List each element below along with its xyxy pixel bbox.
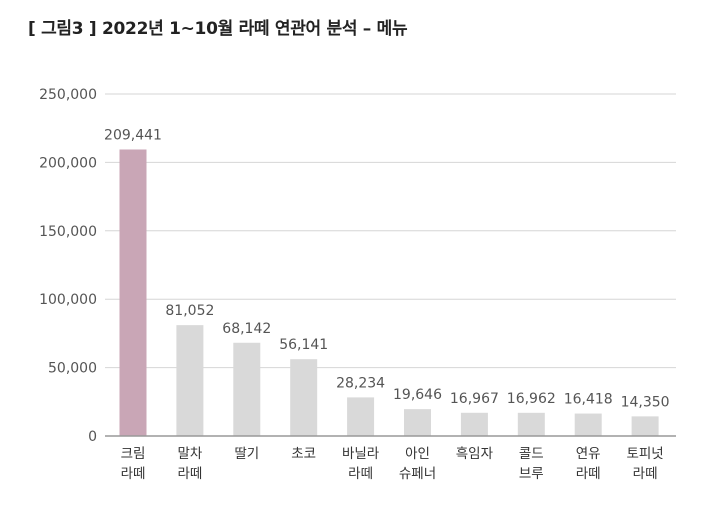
x-tick-label: 바닐라 — [342, 446, 380, 462]
data-label: 81,052 — [165, 303, 214, 319]
x-tick-label: 토피넛 — [626, 446, 663, 462]
bar — [347, 397, 375, 436]
x-tick-label: 크림 — [121, 446, 146, 462]
bar — [574, 413, 602, 436]
x-tick-label: 슈페너 — [399, 466, 436, 482]
y-axis-ticks: 0 50,000 100,000 150,000 200,000 250,000 — [39, 87, 97, 445]
data-labels: 209,441 81,052 68,142 56,141 28,234 19,646 16,… — [104, 127, 670, 410]
y-tick-label: 100,000 — [39, 292, 97, 308]
bars — [119, 149, 659, 436]
x-tick-label: 라떼 — [576, 466, 601, 482]
y-tick-label: 200,000 — [39, 155, 97, 171]
bar — [517, 412, 545, 436]
y-tick-label: 0 — [88, 429, 97, 445]
data-label: 14,350 — [621, 394, 670, 410]
data-label: 28,234 — [336, 375, 385, 391]
x-tick-label: 딸기 — [234, 446, 259, 462]
data-label: 68,142 — [222, 321, 271, 337]
data-label: 209,441 — [104, 127, 162, 143]
y-tick-label: 250,000 — [39, 87, 97, 103]
bar — [460, 412, 488, 436]
bar — [631, 416, 659, 436]
x-tick-label: 브루 — [519, 466, 544, 482]
x-tick-label: 라떼 — [121, 466, 146, 482]
data-label: 16,418 — [564, 392, 613, 408]
y-tick-label: 150,000 — [39, 224, 97, 240]
chart-title: [ 그림3 ] 2022년 1~10월 라떼 연관어 분석 – 메뉴 — [28, 19, 408, 39]
x-tick-label: 콜드 — [519, 446, 544, 462]
x-tick-label: 라떼 — [348, 466, 373, 482]
x-tick-label: 말차 — [177, 446, 202, 462]
data-label: 16,967 — [450, 391, 499, 407]
bar — [119, 149, 147, 436]
bar — [233, 342, 261, 436]
bar — [404, 409, 431, 436]
bar — [176, 325, 204, 436]
x-tick-label: 아인 — [405, 446, 430, 462]
x-tick-label: 흑임자 — [456, 446, 494, 462]
x-tick-label: 라떼 — [633, 466, 658, 482]
data-label: 16,962 — [507, 391, 556, 407]
data-label: 19,646 — [393, 387, 442, 403]
data-label: 56,141 — [279, 337, 328, 353]
bar — [290, 359, 318, 436]
gridlines — [105, 93, 676, 369]
y-tick-label: 50,000 — [48, 361, 97, 377]
x-tick-label: 라떼 — [177, 466, 202, 482]
x-tick-label: 초코 — [291, 446, 316, 462]
x-tick-label: 연유 — [576, 446, 601, 462]
